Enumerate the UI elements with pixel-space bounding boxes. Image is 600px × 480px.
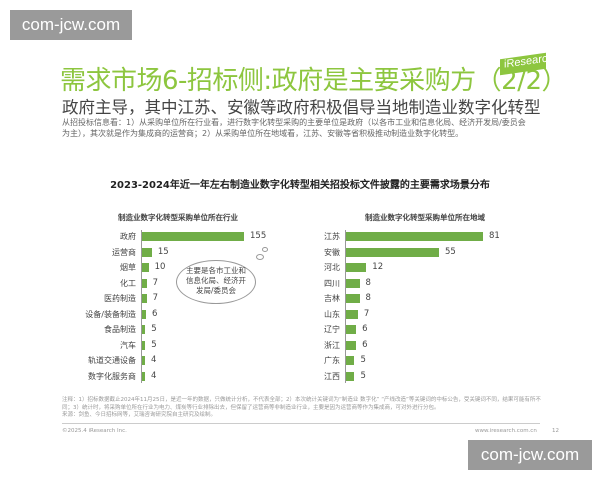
bar: [142, 247, 152, 257]
watermark-bottom: com-jcw.com: [468, 440, 592, 470]
value-label: 5: [360, 370, 366, 381]
category-label: 江西: [324, 371, 340, 381]
category-label: 四川: [324, 278, 340, 288]
chart-title: 2023-2024年近一年左右制造业数字化转型相关招投标文件披露的主要需求场景分…: [110, 180, 490, 191]
bar: [142, 232, 244, 241]
bar: [346, 340, 357, 350]
category-label: 山东: [324, 309, 340, 319]
category-label: 运营商: [112, 247, 136, 257]
bar: [346, 356, 355, 365]
footnote: 注释：1）招标数据截止2024年11月25日，是近一年的数据，只做统计分析，不代…: [62, 397, 542, 420]
bar: [142, 325, 146, 334]
copyright: ©2025.4 iResearch Inc.: [62, 428, 127, 434]
watermark-top: com-jcw.com: [10, 10, 132, 40]
value-label: 6: [151, 308, 158, 319]
category-label: 烟草: [120, 263, 136, 272]
category-label: 政府: [120, 232, 136, 241]
value-label: 5: [151, 339, 157, 350]
chart-axis: [141, 230, 142, 383]
value-label: 7: [363, 308, 370, 319]
bar: [346, 232, 483, 241]
chart-subtitle: 制造业数字化转型采购单位所在行业: [118, 213, 238, 222]
category-label: 数字化服务商: [88, 371, 136, 381]
value-label: 4: [151, 370, 157, 381]
bar: [346, 247, 440, 257]
website-link[interactable]: www.iresearch.com.cn: [475, 428, 537, 434]
value-label: 55: [445, 246, 456, 257]
value-label: 8: [365, 277, 371, 288]
source-text: 来源：剑鱼、今日招标网等，艾瑞咨询研究院自主研究及绘制。: [62, 412, 217, 418]
bar: [142, 356, 145, 365]
value-label: 7: [152, 277, 159, 288]
value-label: 6: [362, 339, 368, 350]
category-label: 吉林: [324, 294, 340, 303]
value-label: 5: [360, 355, 366, 365]
callout-cloud: 主要是各市工业和信息化局、经济开发局/委员会: [176, 260, 256, 304]
category-label: 轨道交通设备: [88, 356, 136, 365]
category-label: 医药制造: [104, 294, 136, 303]
category-label: 汽车: [120, 340, 136, 350]
category-label: 浙江: [324, 340, 340, 350]
bar: [346, 371, 355, 381]
divider: [62, 423, 540, 424]
value-label: 5: [151, 324, 157, 334]
value-label: 8: [365, 293, 371, 303]
chart-axis: [345, 230, 346, 383]
value-label: 4: [151, 355, 157, 365]
value-label: 155: [250, 231, 267, 241]
callout-bubble-dot: [256, 254, 264, 260]
category-label: 设备/装备制造: [85, 309, 136, 319]
value-label: 10: [154, 262, 166, 272]
value-label: 7: [152, 293, 159, 303]
bar: [142, 340, 146, 350]
category-label: 食品制造: [104, 325, 136, 334]
bar: [142, 309, 146, 319]
category-label: 化工: [120, 278, 136, 288]
value-label: 81: [489, 231, 500, 241]
description: 从招投标信息看：1）从采购单位所在行业看，进行数字化转型采购的主要单位是政府（以…: [62, 118, 526, 138]
bar: [142, 263, 149, 272]
chart-subtitle: 制造业数字化转型采购单位所在地域: [365, 213, 485, 222]
bar: [142, 278, 147, 288]
bar: [346, 278, 360, 288]
bar: [142, 371, 145, 381]
category-label: 河北: [324, 263, 340, 272]
page-title: 需求市场6-招标侧:政府是主要采购方（2/2）: [60, 66, 568, 96]
value-label: 6: [362, 324, 368, 334]
callout-bubble-dot: [262, 247, 268, 252]
value-label: 12: [372, 262, 384, 272]
page-subtitle: 政府主导，其中江苏、安徽等政府积极倡导当地制造业数字化转型: [62, 98, 541, 117]
bar: [142, 294, 147, 303]
bar: [346, 309, 358, 319]
bar: [346, 263, 367, 272]
category-label: 安徽: [324, 247, 340, 257]
category-label: 广东: [324, 356, 340, 365]
bar: [346, 294, 360, 303]
value-label: 15: [157, 246, 169, 257]
note-text: 注释：1）招标数据截止2024年11月25日，是近一年的数据，只做统计分析，不代…: [62, 397, 541, 411]
bar: [346, 325, 357, 334]
page-number: 12: [552, 428, 559, 434]
category-label: 辽宁: [324, 325, 340, 334]
category-label: 江苏: [324, 232, 340, 241]
